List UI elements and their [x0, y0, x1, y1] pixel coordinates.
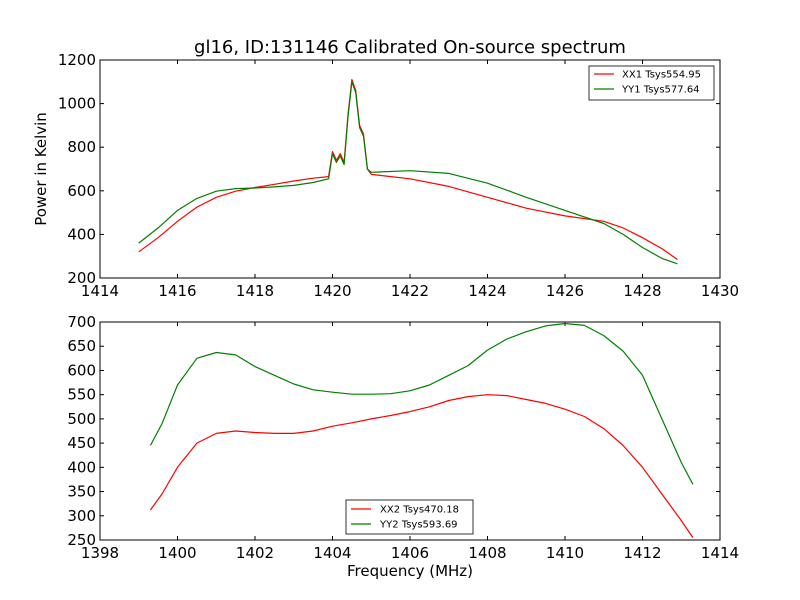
y-tick-label: 600: [67, 182, 96, 200]
top-spectrum-chart: gl16, ID:131146 Calibrated On-source spe…: [32, 37, 739, 300]
y-tick-label: 1200: [58, 51, 96, 69]
y-tick-label: 700: [67, 313, 96, 331]
x-tick-label: 1402: [236, 544, 274, 562]
x-tick-label: 1398: [81, 544, 119, 562]
chart-title: gl16, ID:131146 Calibrated On-source spe…: [194, 37, 626, 58]
y-tick-label: 200: [67, 269, 96, 287]
x-tick-label: 1408: [468, 544, 506, 562]
y-tick-label: 250: [67, 531, 96, 549]
bottom-legend-box: [345, 499, 474, 535]
y-tick-label: 600: [67, 361, 96, 379]
y-tick-label: 450: [67, 434, 96, 452]
y-tick-label: 650: [67, 337, 96, 355]
x-tick-label: 1428: [623, 282, 661, 300]
bottom-series-line-2: [149, 322, 694, 485]
bottom-tick-labels: 1398 1400 1402 1404 1406 1408 1410 1412 1414 250 3…: [67, 313, 739, 562]
x-tick-label: 1406: [391, 544, 429, 562]
x-axis-label: Frequency (MHz): [347, 562, 473, 580]
x-tick-label: 1410: [546, 544, 584, 562]
x-tick-label: 1422: [391, 282, 429, 300]
legend-label-yy2: YY2 Tsys593.69: [379, 520, 458, 531]
y-tick-label: 300: [67, 507, 96, 525]
x-tick-label: 1400: [158, 544, 196, 562]
x-tick-label: 1412: [623, 544, 661, 562]
top-series-line-2: [138, 81, 678, 265]
x-tick-label: 1420: [313, 282, 351, 300]
top-legend: XX1 Tsys554.95 YY1 Tsys577.64: [588, 65, 715, 101]
y-tick-label: 800: [67, 138, 96, 156]
y-tick-label: 400: [67, 458, 96, 476]
x-tick-label: 1414: [81, 282, 119, 300]
y-axis-label: Power in Kelvin: [32, 112, 50, 226]
x-tick-label: 1426: [546, 282, 584, 300]
y-tick-label: 550: [67, 386, 96, 404]
top-plot-frame: [99, 59, 721, 279]
legend-label-xx2: XX2 Tsys470.18: [380, 505, 459, 516]
x-tick-label: 1414: [701, 544, 739, 562]
y-tick-label: 500: [67, 410, 96, 428]
bottom-series-line-1: [149, 394, 694, 538]
x-tick-label: 1430: [701, 282, 739, 300]
top-legend-box: [588, 65, 715, 101]
bottom-plot-frame: [99, 321, 721, 541]
x-tick-label: 1404: [313, 544, 351, 562]
legend-label-xx1: XX1 Tsys554.95: [622, 70, 701, 81]
bottom-spectrum-chart: Frequency (MHz) 1398 1400 1402 1404 1406 1408…: [67, 313, 739, 580]
y-tick-label: 400: [67, 225, 96, 243]
top-series: [138, 78, 678, 265]
x-tick-label: 1416: [158, 282, 196, 300]
x-tick-label: 1424: [468, 282, 506, 300]
x-tick-label: 1418: [236, 282, 274, 300]
y-tick-label: 1000: [58, 95, 96, 113]
y-tick-label: 350: [67, 483, 96, 501]
top-tick-labels: 1414 1416 1418 1420 1422 1424 1426 1428 1430 200 4…: [58, 51, 739, 300]
bottom-series: [149, 322, 694, 538]
bottom-legend: XX2 Tsys470.18 YY2 Tsys593.69: [345, 499, 474, 535]
legend-label-yy1: YY1 Tsys577.64: [621, 85, 700, 96]
